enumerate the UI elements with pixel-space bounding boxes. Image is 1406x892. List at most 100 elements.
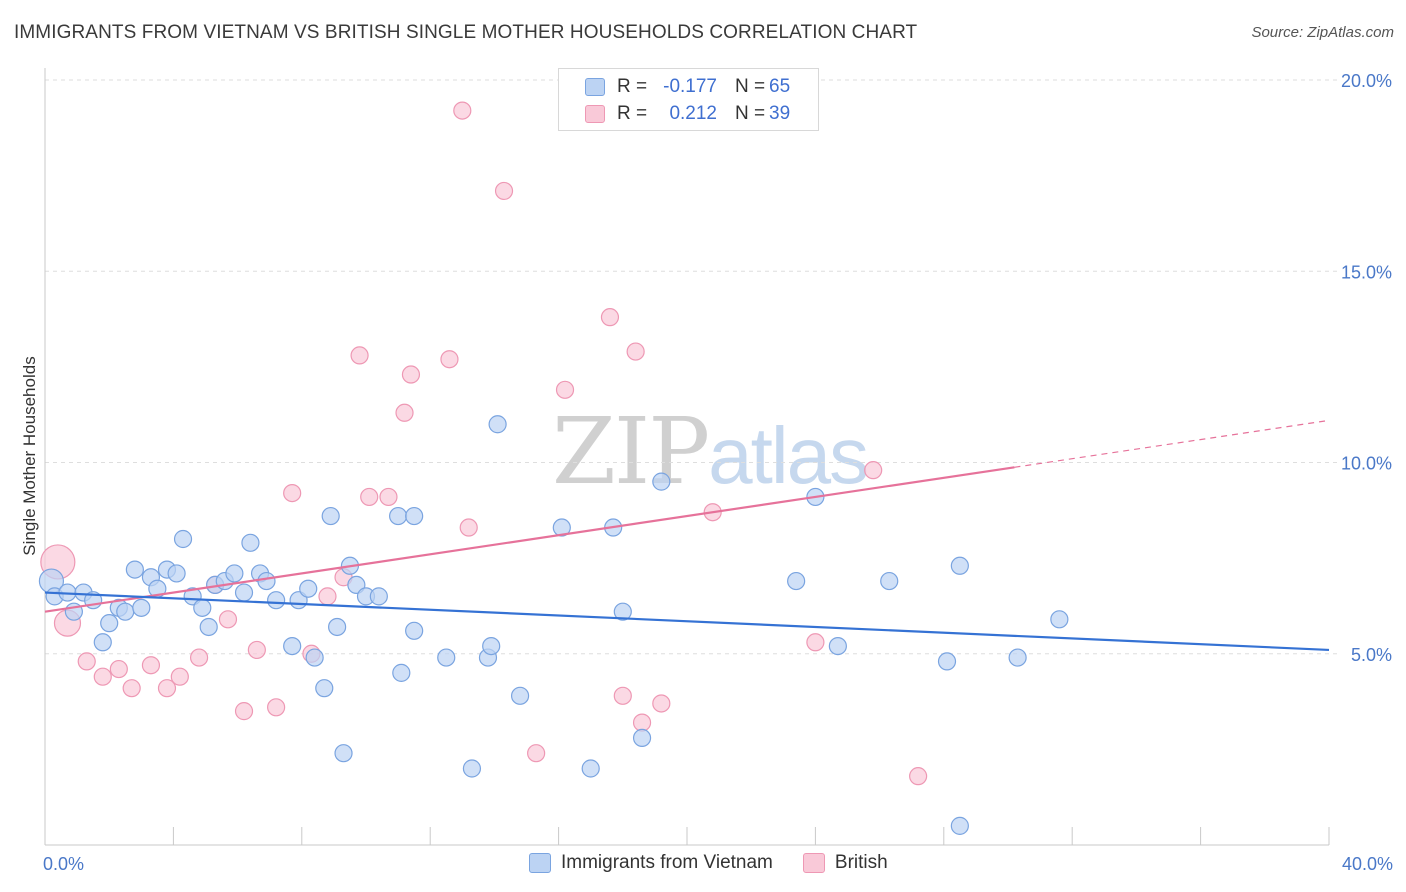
data-point bbox=[652, 694, 671, 713]
data-point bbox=[453, 101, 472, 120]
data-point bbox=[157, 679, 177, 698]
data-point bbox=[864, 461, 883, 480]
data-point bbox=[247, 640, 266, 660]
data-point bbox=[937, 652, 957, 671]
data-point bbox=[321, 506, 340, 526]
legend-r-value: 0.212 bbox=[669, 103, 717, 124]
data-point bbox=[1050, 610, 1069, 629]
trend-line-extension bbox=[1014, 419, 1330, 468]
data-point bbox=[494, 181, 514, 201]
data-point bbox=[950, 556, 969, 575]
data-point bbox=[527, 744, 546, 763]
legend-r-label: R = bbox=[617, 76, 648, 97]
series-legend: Immigrants from Vietnam British bbox=[529, 852, 918, 874]
data-point bbox=[283, 484, 302, 503]
legend-label-british: British bbox=[834, 852, 888, 873]
data-point bbox=[267, 698, 286, 717]
data-point bbox=[170, 667, 189, 686]
data-point bbox=[267, 591, 286, 610]
data-point bbox=[315, 679, 334, 698]
chart-title: IMMIGRANTS FROM VIETNAM VS BRITISH SINGL… bbox=[14, 22, 918, 43]
data-point bbox=[93, 633, 112, 652]
data-point bbox=[395, 403, 414, 422]
data-point bbox=[632, 728, 652, 748]
data-point bbox=[652, 472, 671, 491]
legend-label-vietnam: Immigrants from Vietnam bbox=[561, 852, 773, 873]
legend-swatch-vietnam bbox=[585, 78, 605, 96]
data-point bbox=[787, 571, 806, 591]
data-point bbox=[626, 342, 645, 361]
data-point bbox=[305, 648, 324, 667]
data-point bbox=[462, 759, 482, 778]
data-point bbox=[482, 636, 501, 656]
data-point bbox=[600, 308, 620, 327]
y-tick-label: 20.0% bbox=[1341, 71, 1392, 91]
legend-row-british: R = 0.212 N = 39 bbox=[585, 102, 790, 126]
data-point bbox=[116, 602, 135, 621]
trend-line bbox=[44, 466, 1015, 613]
source-label: Source: ZipAtlas.com bbox=[1251, 24, 1394, 41]
legend-n-label: N = bbox=[735, 76, 766, 97]
data-point bbox=[241, 533, 260, 552]
data-point bbox=[122, 679, 141, 698]
grid-layer bbox=[44, 79, 1339, 845]
data-point bbox=[125, 560, 144, 579]
data-point bbox=[1008, 648, 1027, 667]
data-point bbox=[199, 617, 218, 637]
data-point bbox=[218, 610, 238, 629]
data-point bbox=[806, 633, 825, 652]
data-point bbox=[555, 380, 575, 399]
data-point bbox=[193, 598, 212, 617]
y-axis-label: Single Mother Households bbox=[20, 356, 39, 555]
trend-line bbox=[44, 591, 1330, 652]
data-point bbox=[299, 579, 318, 598]
data-point bbox=[437, 648, 456, 667]
watermark-atlas: atlas bbox=[708, 411, 869, 500]
correlation-legend: R = -0.177 N = 65 R = 0.212 N = 39 bbox=[558, 68, 819, 131]
watermark-zip: ZIP bbox=[552, 398, 710, 505]
data-point bbox=[401, 365, 421, 384]
data-point bbox=[167, 564, 186, 583]
data-point bbox=[234, 583, 254, 602]
data-point bbox=[880, 571, 899, 591]
legend-r-value: -0.177 bbox=[663, 76, 717, 97]
data-point bbox=[510, 686, 530, 705]
data-point bbox=[459, 518, 478, 537]
legend-swatch-british bbox=[585, 105, 605, 123]
data-point bbox=[141, 656, 161, 675]
data-point bbox=[369, 587, 388, 606]
data-point bbox=[189, 648, 209, 667]
data-point bbox=[392, 663, 411, 682]
tick-layer: 5.0% 10.0% 15.0% 20.0% 0.0% 40.0% bbox=[43, 71, 1393, 874]
x-tick-label: 40.0% bbox=[1342, 854, 1393, 874]
legend-n-label: N = bbox=[735, 103, 766, 124]
data-point bbox=[283, 636, 302, 656]
data-point bbox=[379, 487, 398, 507]
legend-swatch-british bbox=[802, 853, 825, 873]
data-point bbox=[77, 652, 96, 671]
legend-n-value: 65 bbox=[769, 76, 791, 97]
data-point bbox=[334, 744, 353, 763]
data-point bbox=[109, 659, 128, 679]
trend-layer bbox=[44, 419, 1330, 652]
data-point bbox=[552, 518, 571, 537]
data-point bbox=[950, 816, 969, 835]
data-point bbox=[100, 614, 119, 633]
data-point bbox=[328, 617, 347, 637]
legend-r-label: R = bbox=[617, 103, 648, 124]
legend-swatch-vietnam bbox=[529, 853, 551, 873]
data-point bbox=[488, 415, 507, 434]
data-point bbox=[828, 636, 847, 656]
x-tick-label: 0.0% bbox=[43, 854, 84, 874]
axis-layer: Single Mother Households bbox=[20, 68, 1329, 846]
data-point bbox=[318, 587, 337, 606]
data-point bbox=[350, 346, 369, 365]
data-point bbox=[440, 350, 459, 369]
data-point bbox=[389, 506, 408, 526]
data-point bbox=[360, 487, 379, 507]
y-tick-label: 5.0% bbox=[1351, 645, 1392, 665]
watermark: ZIPatlas bbox=[552, 398, 869, 505]
y-tick-label: 15.0% bbox=[1341, 262, 1392, 282]
data-point bbox=[632, 713, 652, 732]
